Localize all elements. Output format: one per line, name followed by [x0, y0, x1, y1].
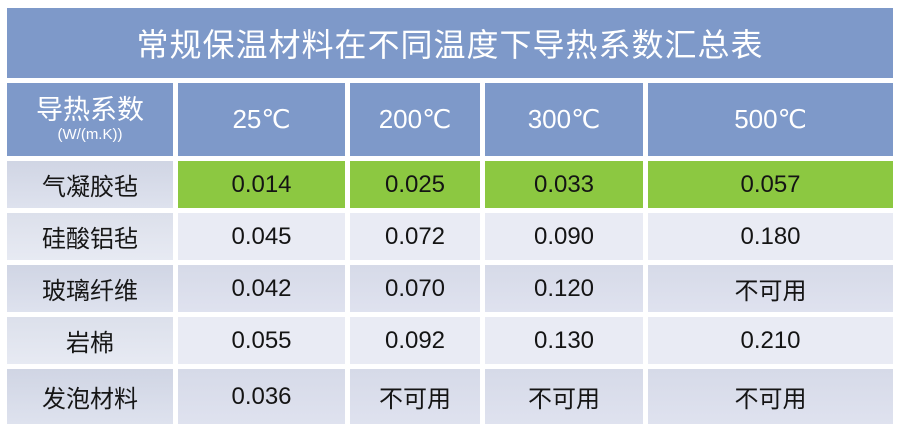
- material-label: 气凝胶毡: [7, 161, 173, 208]
- value-cell: 0.025: [350, 161, 480, 208]
- header-col-25c: 25℃: [178, 83, 345, 156]
- table-title: 常规保温材料在不同温度下导热系数汇总表: [7, 8, 893, 78]
- header-corner-unit: (W/(m.K)): [57, 126, 123, 144]
- header-col-200c: 200℃: [350, 83, 480, 156]
- value-cell: 不可用: [350, 369, 480, 424]
- value-cell: 0.033: [485, 161, 643, 208]
- value-cell: 0.070: [350, 265, 480, 312]
- value-cell: 0.120: [485, 265, 643, 312]
- header-col-300c: 300℃: [485, 83, 643, 156]
- value-cell: 0.090: [485, 213, 643, 260]
- header-col-500c: 500℃: [648, 83, 893, 156]
- value-cell: 0.045: [178, 213, 345, 260]
- material-label: 玻璃纤维: [7, 265, 173, 312]
- value-cell: 0.092: [350, 317, 480, 364]
- value-cell: 0.036: [178, 369, 345, 424]
- value-cell: 0.180: [648, 213, 893, 260]
- value-cell: 0.042: [178, 265, 345, 312]
- value-cell: 0.130: [485, 317, 643, 364]
- value-cell: 0.210: [648, 317, 893, 364]
- header-corner-title: 导热系数: [36, 95, 144, 126]
- value-cell: 0.072: [350, 213, 480, 260]
- summary-table: 常规保温材料在不同温度下导热系数汇总表 导热系数 (W/(m.K)) 25℃ 2…: [7, 8, 893, 424]
- header-corner-cell: 导热系数 (W/(m.K)): [7, 83, 173, 156]
- value-cell: 0.057: [648, 161, 893, 208]
- conductivity-table: 导热系数 (W/(m.K)) 25℃ 200℃ 300℃ 500℃ 气凝胶毡 0…: [7, 83, 893, 424]
- material-label: 硅酸铝毡: [7, 213, 173, 260]
- value-cell: 0.055: [178, 317, 345, 364]
- value-cell: 不可用: [485, 369, 643, 424]
- material-label: 岩棉: [7, 317, 173, 364]
- material-label: 发泡材料: [7, 369, 173, 424]
- value-cell: 0.014: [178, 161, 345, 208]
- value-cell: 不可用: [648, 369, 893, 424]
- value-cell: 不可用: [648, 265, 893, 312]
